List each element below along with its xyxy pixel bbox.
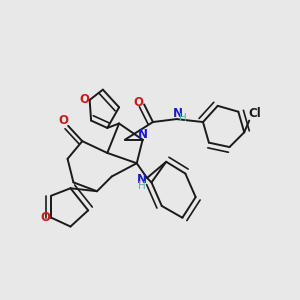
Text: N: N bbox=[173, 107, 183, 120]
Text: O: O bbox=[59, 114, 69, 127]
Text: O: O bbox=[40, 211, 50, 224]
Text: Cl: Cl bbox=[248, 107, 261, 120]
Text: N: N bbox=[138, 128, 148, 141]
Text: O: O bbox=[79, 93, 89, 106]
Text: H: H bbox=[179, 113, 187, 124]
Text: H: H bbox=[138, 181, 146, 191]
Text: O: O bbox=[134, 96, 144, 110]
Text: N: N bbox=[137, 173, 147, 186]
